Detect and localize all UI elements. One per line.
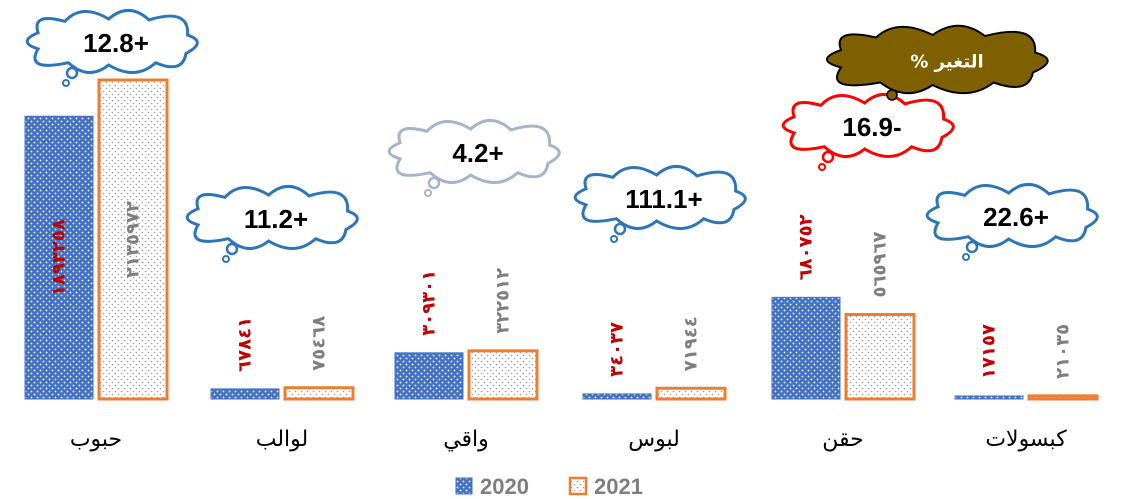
category-label-2: واقي <box>443 427 489 452</box>
change-value-label: 11.2+ <box>244 204 308 234</box>
cloud-tail-dot <box>427 176 441 190</box>
cloud-shape <box>185 184 359 250</box>
cloud-shape <box>387 118 561 184</box>
value-label-2021-3: ٧١٩٤٤ <box>681 316 702 371</box>
bar-2021-4 <box>844 312 916 401</box>
cloud-tail-dot <box>222 255 230 263</box>
category-label-1: لوالب <box>256 427 309 452</box>
bar-2021-2 <box>467 349 539 401</box>
bar-2020-2 <box>394 352 464 400</box>
cloud-tail-dot <box>962 253 970 261</box>
change-value-label: 111.1+ <box>625 184 702 214</box>
value-label-2021-4: ٥٦٥٩٦٧ <box>870 232 891 298</box>
category-labels-layer: حبوب لوالب واقي لبوس حقن كبسولات <box>70 427 1067 452</box>
value-label-2020-0: ١٨٩٣٢٥٨ <box>49 219 70 296</box>
legend-label: 2020 <box>480 474 529 499</box>
legend-item-2021: 2021 <box>568 474 643 499</box>
change-note-callout: % التغير <box>825 24 1049 101</box>
legend-swatch <box>455 477 473 495</box>
bar-2020-0 <box>24 115 94 400</box>
value-labels-layer: ١٨٩٣٢٥٨ ٢١٣٥٩٧٢ ٦٧٨٤١ ٧٥٤٦٨ ٣٠٩٣٠١ ٣٢٢٥١٢ ٣٤٠٣… <box>49 201 1074 379</box>
cloud-tail-dot <box>965 240 979 254</box>
cloud-tail-dot <box>424 189 432 197</box>
bar-2020-5 <box>954 395 1024 400</box>
legend-swatch <box>568 476 588 496</box>
value-label-2021-1: ٧٥٤٦٨ <box>309 316 330 371</box>
cloud-tail-dot <box>65 66 79 80</box>
cloud-shape <box>25 8 199 74</box>
cloud-tail-dot <box>886 89 898 101</box>
change-callout-2: 4.2+ <box>387 118 561 197</box>
value-label-2021-0: ٢١٣٥٩٧٢ <box>123 201 144 278</box>
value-label-2021-5: ٢١٠٣٥ <box>1053 324 1074 379</box>
value-label-2020-1: ٦٧٨٤١ <box>235 317 256 372</box>
change-value-label: 12.8+ <box>83 28 149 58</box>
category-label-4: حقن <box>822 427 863 452</box>
cloud-tail-dot <box>62 79 70 87</box>
change-value-label: 4.2+ <box>452 138 503 168</box>
value-label-2020-3: ٣٤٠٣٧ <box>607 322 628 377</box>
value-label-2021-2: ٣٢٢٥١٢ <box>493 268 514 334</box>
value-label-2020-5: ١٧١٥٧ <box>979 324 1000 379</box>
bar-2020-1 <box>210 388 280 400</box>
cloud-shape <box>925 182 1099 248</box>
bar-2021-1 <box>283 386 355 401</box>
bar-2021-0 <box>97 78 169 401</box>
change-value-label: 22.6+ <box>983 202 1049 232</box>
change-callout-4: 16.9- <box>781 92 955 171</box>
change-callout-1: 11.2+ <box>185 184 359 263</box>
bars-layer <box>24 78 1099 401</box>
change-note-label: % التغير <box>910 52 983 73</box>
cloud-tail-dot <box>610 235 618 243</box>
change-callouts: 12.8+ 11.2+ 4.2+ 111.1+ 16.9- 22.6+ % التغير <box>25 8 1099 263</box>
cloud-tail-dot <box>818 163 826 171</box>
cloud-tail-dot <box>821 150 835 164</box>
value-label-2020-2: ٣٠٩٣٠١ <box>419 270 440 336</box>
legend-item-2020: 2020 <box>455 474 529 499</box>
bar-2020-4 <box>771 296 841 400</box>
bar-2020-3 <box>582 393 652 400</box>
cloud-shape <box>573 164 747 230</box>
category-label-3: لبوس <box>628 427 680 452</box>
legend-label: 2021 <box>594 474 643 499</box>
change-callout-5: 22.6+ <box>925 182 1099 261</box>
bar-2021-5 <box>1027 394 1099 401</box>
cloud-tail-dot <box>613 222 627 236</box>
change-value-label: 16.9- <box>842 112 901 142</box>
cloud-shape <box>825 24 1049 95</box>
legend: 2020 2021 <box>455 474 643 499</box>
bar-2021-3 <box>655 386 727 401</box>
cloud-shape <box>781 92 955 158</box>
category-label-0: حبوب <box>70 427 122 452</box>
category-label-5: كبسولات <box>985 427 1067 452</box>
value-label-2020-4: ٦٨٠٧٥٢ <box>796 214 817 280</box>
cloud-tail-dot <box>225 242 239 256</box>
change-callout-3: 111.1+ <box>573 164 747 243</box>
change-callout-0: 12.8+ <box>25 8 199 87</box>
